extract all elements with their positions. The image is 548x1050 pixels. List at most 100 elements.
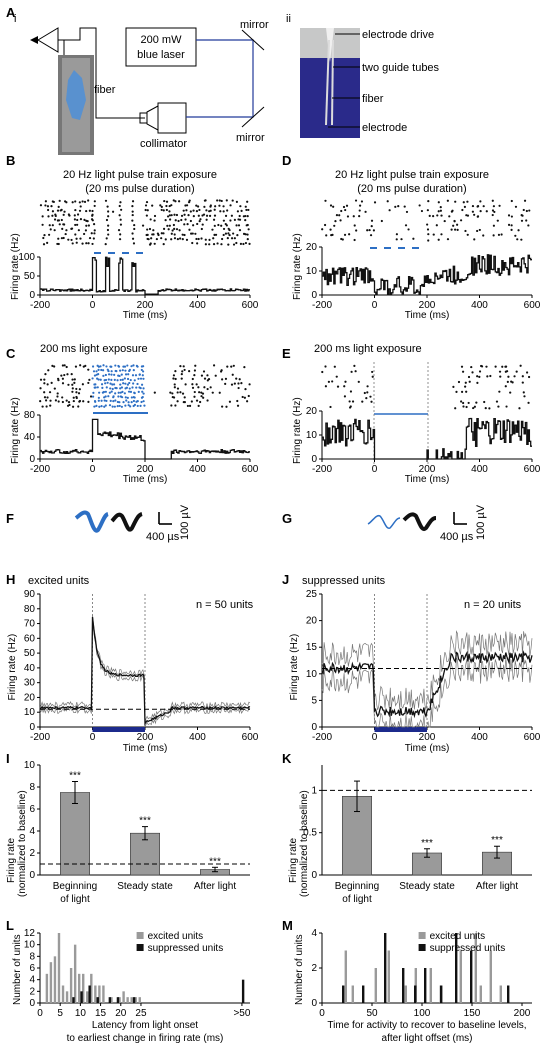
- spike-dot: [324, 199, 327, 202]
- category-label: Steady state: [399, 881, 455, 892]
- spike-dot: [73, 214, 76, 217]
- spike-dot: [83, 218, 86, 221]
- spike-dot: [181, 370, 184, 373]
- spike-dot: [124, 382, 127, 385]
- spike-dot: [193, 390, 196, 394]
- spike-dot: [467, 401, 470, 405]
- histogram-bar: [126, 997, 129, 1003]
- spike-dot: [229, 219, 232, 222]
- spike-dot: [117, 365, 121, 368]
- spike-dot: [106, 228, 110, 232]
- spike-dot: [60, 218, 63, 222]
- spike-dot: [488, 407, 491, 410]
- spike-dot: [232, 232, 235, 235]
- spike-dot: [119, 383, 122, 386]
- x-tick-label: 5: [57, 1008, 63, 1019]
- spike-dot: [464, 381, 467, 384]
- spike-dot: [53, 365, 56, 368]
- spike-dot: [440, 214, 443, 217]
- x-tick-label: 200: [419, 300, 436, 311]
- spike-dot: [492, 205, 495, 208]
- y-axis-label-line2: (normalized to baseline): [17, 790, 28, 897]
- spike-dot: [56, 392, 59, 395]
- spike-dot: [514, 205, 518, 208]
- spike-dot: [209, 209, 212, 212]
- psth-trace: [40, 256, 250, 295]
- spike-dot: [128, 387, 131, 390]
- histogram-bar: [459, 950, 462, 1003]
- spike-dot: [523, 395, 526, 398]
- spike-dot: [93, 229, 96, 232]
- spike-dot: [107, 210, 110, 213]
- spike-dot: [358, 215, 361, 218]
- spike-dot: [117, 391, 120, 394]
- panel-a-sub-i: i: [14, 13, 16, 25]
- spike-dot: [361, 400, 364, 403]
- spike-dot: [48, 224, 51, 227]
- spike-dot: [104, 382, 107, 385]
- spike-dot: [241, 395, 244, 399]
- x-axis-label-line1: Time for activity to recover to baseline…: [327, 1020, 526, 1031]
- spike-dot: [130, 401, 133, 404]
- spike-dot: [134, 374, 138, 377]
- x-tick-label: -200: [30, 464, 50, 475]
- y-tick-label: 80: [24, 604, 36, 615]
- y-tick-label: 6: [29, 963, 35, 974]
- spike-dot: [235, 241, 238, 245]
- spike-dot: [238, 378, 241, 381]
- x-tick-label: 600: [242, 464, 259, 475]
- y-tick-label: 8: [29, 782, 35, 793]
- spike-dot: [139, 377, 143, 380]
- spike-dot: [104, 390, 107, 393]
- spike-dot: [91, 377, 94, 380]
- spike-dot: [202, 213, 206, 216]
- x-tick-label: >50: [233, 1008, 250, 1019]
- histogram-bar: [387, 950, 390, 1003]
- y-tick-label: 4: [311, 928, 317, 939]
- spike-dot: [188, 228, 191, 231]
- spike-dot: [495, 400, 499, 403]
- spike-dot: [369, 395, 372, 398]
- histogram-bar: [90, 973, 93, 1003]
- spike-dot: [162, 243, 165, 246]
- spike-dot: [75, 391, 78, 394]
- spike-dot: [212, 218, 216, 221]
- spike-dot: [61, 400, 64, 404]
- spike-dot: [485, 210, 488, 213]
- spike-dot: [75, 396, 78, 400]
- y-tick-label: 12: [24, 928, 36, 939]
- x-tick-label: 200: [137, 464, 154, 475]
- histogram-bar: [130, 997, 133, 1003]
- y-tick-label: 30: [24, 678, 36, 689]
- spike-dot: [43, 378, 46, 381]
- spike-dot: [110, 370, 113, 373]
- spike-dot: [39, 400, 42, 403]
- spike-dot: [343, 395, 347, 398]
- spike-dot: [184, 204, 187, 207]
- spike-dot: [224, 377, 228, 380]
- spike-dot: [197, 404, 200, 408]
- spike-dot: [173, 227, 176, 230]
- spike-dot: [331, 380, 334, 383]
- spike-dot: [211, 391, 214, 394]
- spike-dot: [522, 391, 525, 394]
- spike-dot: [65, 201, 68, 204]
- panel-letter-d: D: [282, 153, 291, 168]
- histogram-bar: [499, 985, 502, 1003]
- spike-dot: [188, 404, 192, 407]
- spike-dot: [82, 400, 85, 403]
- y-tick-label: 0: [311, 722, 317, 733]
- histogram-bar: [241, 979, 245, 1003]
- spike-dot: [171, 392, 174, 395]
- spike-dot: [455, 390, 458, 393]
- spike-dot: [353, 364, 356, 367]
- spike-dot: [478, 370, 482, 373]
- spike-dot: [193, 395, 196, 398]
- spike-dot: [131, 232, 134, 235]
- legend-swatch: [136, 944, 144, 951]
- spike-dot: [88, 378, 91, 381]
- spike-dot: [77, 405, 80, 408]
- x-tick-label: -200: [312, 464, 332, 475]
- panel-b-raster: [39, 199, 251, 246]
- spike-dot: [174, 200, 177, 203]
